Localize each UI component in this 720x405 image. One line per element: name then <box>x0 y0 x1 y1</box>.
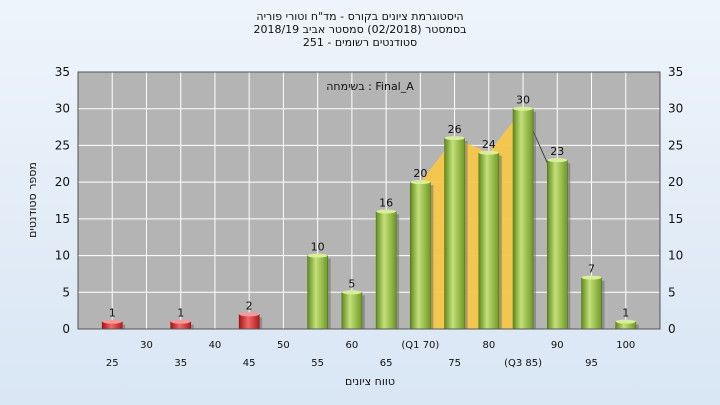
bar-layer: 1 1 2 10 5 16 20 26 24 30 23 7 1 <box>101 94 639 330</box>
y-tick-label-right: 25 <box>668 138 683 152</box>
x-tick-label: 100 <box>616 340 635 351</box>
x-axis-title: טווח ציונים <box>345 375 395 388</box>
bar-data-label: 7 <box>588 263 595 276</box>
chart-title-line-1: היסטוגרמת ציונים בקורס - מד"ח וטורי פורי… <box>256 10 464 23</box>
bar-data-label: 5 <box>348 277 355 290</box>
x-tick-label: 30 <box>140 340 153 351</box>
bar <box>546 159 568 330</box>
bar-data-label: 24 <box>482 138 496 151</box>
x-tick-label: 40 <box>209 340 222 351</box>
bar-cap <box>478 150 499 155</box>
bar-cap <box>615 319 636 324</box>
bar <box>410 181 431 330</box>
bar-data-label: 1 <box>109 307 116 320</box>
bar-data-label: 1 <box>177 307 184 320</box>
bar <box>341 291 363 330</box>
y-tick-label-left: 10 <box>55 249 70 263</box>
chart-title-line-3: סטודנטים רשומים - 251 <box>302 36 418 49</box>
plot-frame <box>77 71 661 330</box>
bar-cap <box>581 275 602 280</box>
bar-cap <box>341 290 362 295</box>
x-tick-label: 35 <box>174 358 187 369</box>
chart-title-line-2: בסמסטר (02/2018) סמסטר אביב 2018/19 <box>253 23 467 36</box>
y-tick-label-right: 10 <box>668 249 683 263</box>
x-tick-label: (Q1 70) <box>401 340 439 351</box>
plot-background <box>78 72 660 329</box>
bar-cap <box>513 106 534 111</box>
x-tick-label: 95 <box>585 358 598 369</box>
bar-data-label: 23 <box>550 145 564 158</box>
bar-cap <box>410 180 431 185</box>
x-tick-label: 55 <box>311 358 324 369</box>
bar <box>478 152 500 330</box>
x-tick-label: 50 <box>277 340 290 351</box>
bar-data-label: 10 <box>311 241 325 254</box>
y-tick-label-left: 0 <box>62 322 70 336</box>
y-tick-label-left: 5 <box>62 285 70 299</box>
y-tick-label-left: 15 <box>55 212 70 226</box>
y-tick-label-right: 15 <box>668 212 683 226</box>
bar <box>307 255 328 330</box>
y-tick-label-right: 35 <box>668 65 683 79</box>
bar-cap <box>547 158 568 163</box>
y-tick-label-left: 30 <box>55 102 70 116</box>
bar-data-label: 30 <box>516 94 530 107</box>
x-tick-label: 75 <box>448 358 461 369</box>
y-tick-label-left: 20 <box>55 175 70 189</box>
y-tick-label-right: 5 <box>668 285 676 299</box>
bar-cap <box>239 312 260 317</box>
x-tick-label: 65 <box>380 358 393 369</box>
x-tick-label: 90 <box>551 340 564 351</box>
y-tick-label-right: 20 <box>668 175 683 189</box>
bar <box>512 108 534 330</box>
bar <box>238 314 260 330</box>
x-tick-label: (Q3 85) <box>504 358 542 369</box>
x-tick-label: 60 <box>346 340 359 351</box>
bar-data-label: 2 <box>246 299 253 312</box>
bar-cap <box>307 253 328 258</box>
x-tick-label: 25 <box>106 358 119 369</box>
x-tick-label: 80 <box>482 340 495 351</box>
y-axis-title: מספר סטודנטים <box>26 162 39 238</box>
bar-data-label: 16 <box>379 197 393 210</box>
bar-data-label: 20 <box>413 167 427 180</box>
bar-cap <box>102 319 123 324</box>
bar-data-label: 26 <box>448 123 462 136</box>
y-tick-label-right: 0 <box>668 322 676 336</box>
bar-data-label: 1 <box>622 307 629 320</box>
bar-cap <box>170 319 191 324</box>
bar-cap <box>444 136 465 141</box>
chart-annotation: בשימחה : Final_A <box>326 80 414 93</box>
bar <box>581 277 602 330</box>
x-tick-label: 45 <box>243 358 256 369</box>
bar <box>375 211 397 330</box>
bar-cap <box>376 209 397 214</box>
y-tick-label-right: 30 <box>668 102 683 116</box>
y-tick-label-left: 35 <box>55 65 70 79</box>
bar <box>444 137 465 330</box>
y-tick-label-left: 25 <box>55 138 70 152</box>
